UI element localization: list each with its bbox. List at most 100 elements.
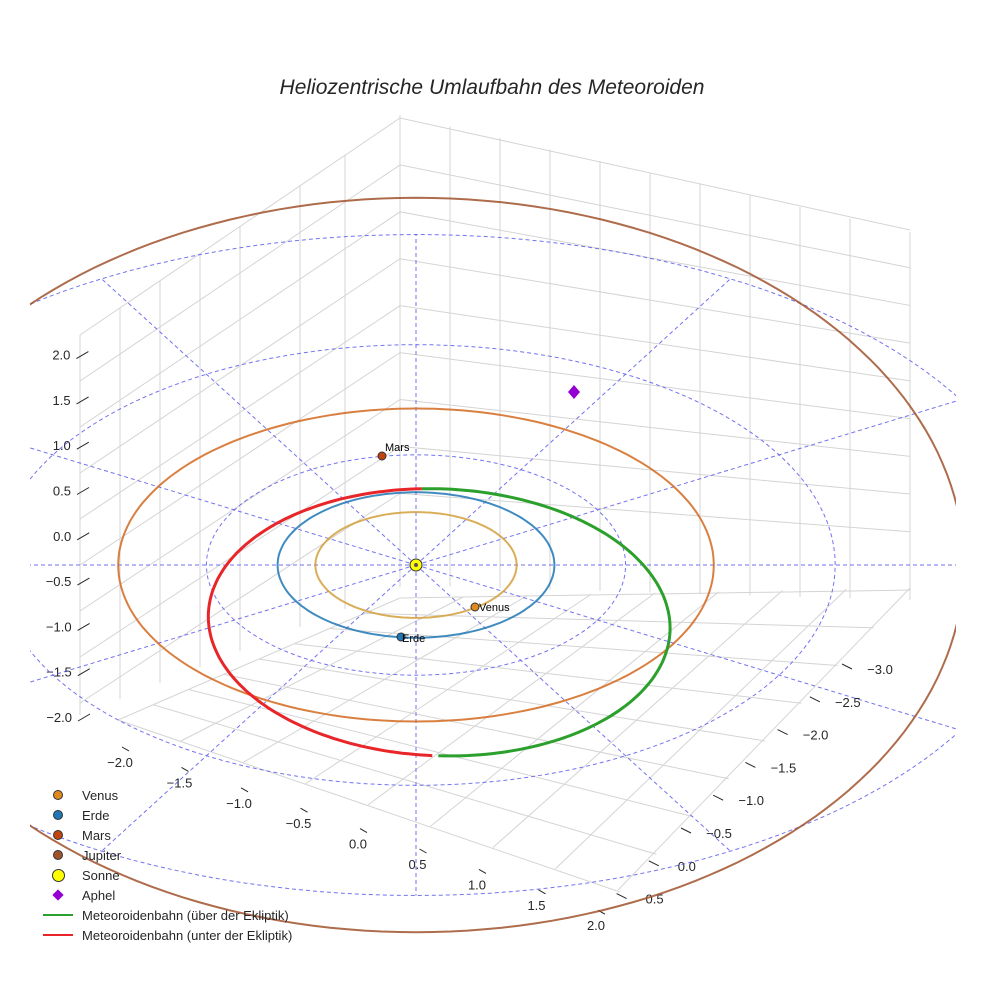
y-tick-mark bbox=[809, 696, 821, 703]
legend-marker bbox=[40, 805, 76, 825]
y-tick-label: −2.0 bbox=[803, 728, 829, 743]
y-tick-label: 0.5 bbox=[646, 892, 664, 907]
z-tick-label: −2.0 bbox=[46, 710, 72, 725]
legend-marker bbox=[40, 865, 76, 885]
x-tick-mark bbox=[300, 807, 308, 813]
y-tick-label: −2.5 bbox=[835, 695, 861, 710]
z-tick-label: 1.5 bbox=[53, 393, 71, 408]
planet-mars bbox=[377, 451, 387, 461]
grid-line bbox=[79, 258, 911, 474]
legend-label: Erde bbox=[82, 807, 110, 823]
legend-item: Erde bbox=[40, 805, 292, 825]
y-tick-mark bbox=[777, 729, 788, 736]
meteoroid-orbit-below bbox=[206, 487, 433, 758]
y-tick-label: −1.5 bbox=[771, 760, 797, 775]
z-tick-mark bbox=[77, 668, 91, 677]
y-tick-mark bbox=[745, 761, 756, 768]
x-tick-mark bbox=[181, 766, 189, 772]
legend-marker bbox=[40, 845, 76, 865]
y-tick-mark bbox=[712, 794, 724, 801]
legend-marker bbox=[40, 785, 76, 805]
legend-label: Sonne bbox=[82, 867, 120, 883]
x-tick-label: −2.0 bbox=[107, 755, 133, 770]
z-tick-mark bbox=[76, 532, 90, 541]
legend-label: Meteoroidenbahn (unter der Ekliptik) bbox=[82, 927, 293, 943]
grid-line bbox=[555, 588, 847, 870]
legend-item: Jupiter bbox=[40, 845, 292, 865]
grid-line bbox=[79, 352, 911, 566]
x-tick-label: 0.5 bbox=[408, 857, 426, 872]
grid-line bbox=[79, 164, 911, 382]
planet-erde bbox=[396, 632, 406, 642]
legend-item: Venus bbox=[40, 785, 292, 805]
legend-label: Jupiter bbox=[82, 847, 122, 863]
grid-line bbox=[294, 643, 802, 704]
grid-line bbox=[305, 593, 592, 785]
ecliptic-spoke bbox=[30, 447, 417, 566]
z-tick-label: −0.5 bbox=[46, 574, 72, 589]
x-tick-mark bbox=[359, 828, 368, 834]
z-tick-mark bbox=[77, 622, 90, 631]
planet-orbit-erde bbox=[276, 491, 556, 639]
legend-item: Sonne bbox=[40, 865, 292, 885]
z-tick-mark bbox=[76, 396, 89, 405]
axes-grid bbox=[79, 115, 911, 893]
x-tick-label: −1.0 bbox=[226, 796, 252, 811]
y-tick-mark bbox=[680, 827, 692, 834]
legend-marker bbox=[40, 825, 76, 845]
legend-label: Aphel bbox=[82, 887, 116, 903]
z-tick-label: 1.0 bbox=[53, 438, 71, 453]
grid-line bbox=[153, 704, 657, 855]
plot-data bbox=[30, 196, 956, 934]
x-tick-mark bbox=[240, 787, 249, 793]
legend-item: Meteoroidenbahn (unter der Ekliptik) bbox=[40, 925, 292, 945]
z-tick-label: −1.0 bbox=[46, 619, 72, 634]
x-tick-mark bbox=[538, 889, 546, 895]
planet-label-venus: Venus bbox=[479, 602, 510, 614]
planet-orbit-jupiter bbox=[30, 196, 956, 934]
x-tick-label: 2.0 bbox=[587, 918, 605, 933]
legend-item: Mars bbox=[40, 825, 292, 845]
grid-line bbox=[258, 658, 766, 742]
legend-label: Meteoroidenbahn (über der Ekliptik) bbox=[82, 907, 289, 923]
grid-line bbox=[617, 587, 911, 891]
grid-line bbox=[79, 305, 911, 520]
ecliptic-spoke bbox=[101, 564, 417, 852]
legend-label: Venus bbox=[82, 787, 119, 803]
legend-marker bbox=[40, 905, 76, 925]
z-tick-mark bbox=[76, 487, 90, 495]
y-tick-label: −0.5 bbox=[706, 826, 732, 841]
z-tick-label: 0.5 bbox=[53, 484, 71, 499]
x-tick-label: −1.5 bbox=[167, 775, 193, 790]
x-tick-mark bbox=[419, 848, 427, 854]
x-tick-label: 1.5 bbox=[527, 898, 545, 913]
legend-marker bbox=[40, 885, 76, 905]
y-tick-mark bbox=[616, 893, 627, 900]
grid-line bbox=[79, 445, 911, 658]
grid-line bbox=[79, 117, 911, 336]
ecliptic-spoke bbox=[415, 564, 731, 852]
grid-line bbox=[492, 590, 783, 848]
grid-line bbox=[79, 399, 911, 612]
plot-markers: Venus Erde Mars bbox=[377, 385, 580, 645]
chart-title: Heliozentrische Umlaufbahn des Meteoroid… bbox=[280, 76, 705, 99]
y-tick-mark bbox=[841, 663, 853, 670]
grid-line bbox=[117, 719, 621, 893]
sun-core bbox=[414, 563, 418, 567]
grid-line bbox=[399, 589, 911, 599]
z-tick-label: −1.5 bbox=[46, 665, 72, 680]
x-tick-label: 1.0 bbox=[468, 877, 486, 892]
z-tick-label: 2.0 bbox=[52, 348, 70, 363]
ecliptic-spoke bbox=[101, 278, 417, 566]
legend: Venus Erde Mars Jupiter Sonne Aphel Meteoroide… bbox=[40, 785, 292, 945]
grid-line bbox=[223, 673, 729, 780]
planet-venus bbox=[470, 602, 480, 612]
z-tick-mark bbox=[77, 577, 90, 586]
aphel-marker bbox=[568, 385, 580, 399]
legend-item: Meteoroidenbahn (über der Ekliptik) bbox=[40, 905, 292, 925]
z-tick-mark bbox=[76, 441, 90, 450]
x-tick-mark bbox=[121, 746, 130, 752]
legend-marker bbox=[40, 925, 76, 945]
x-tick-mark bbox=[478, 868, 487, 874]
